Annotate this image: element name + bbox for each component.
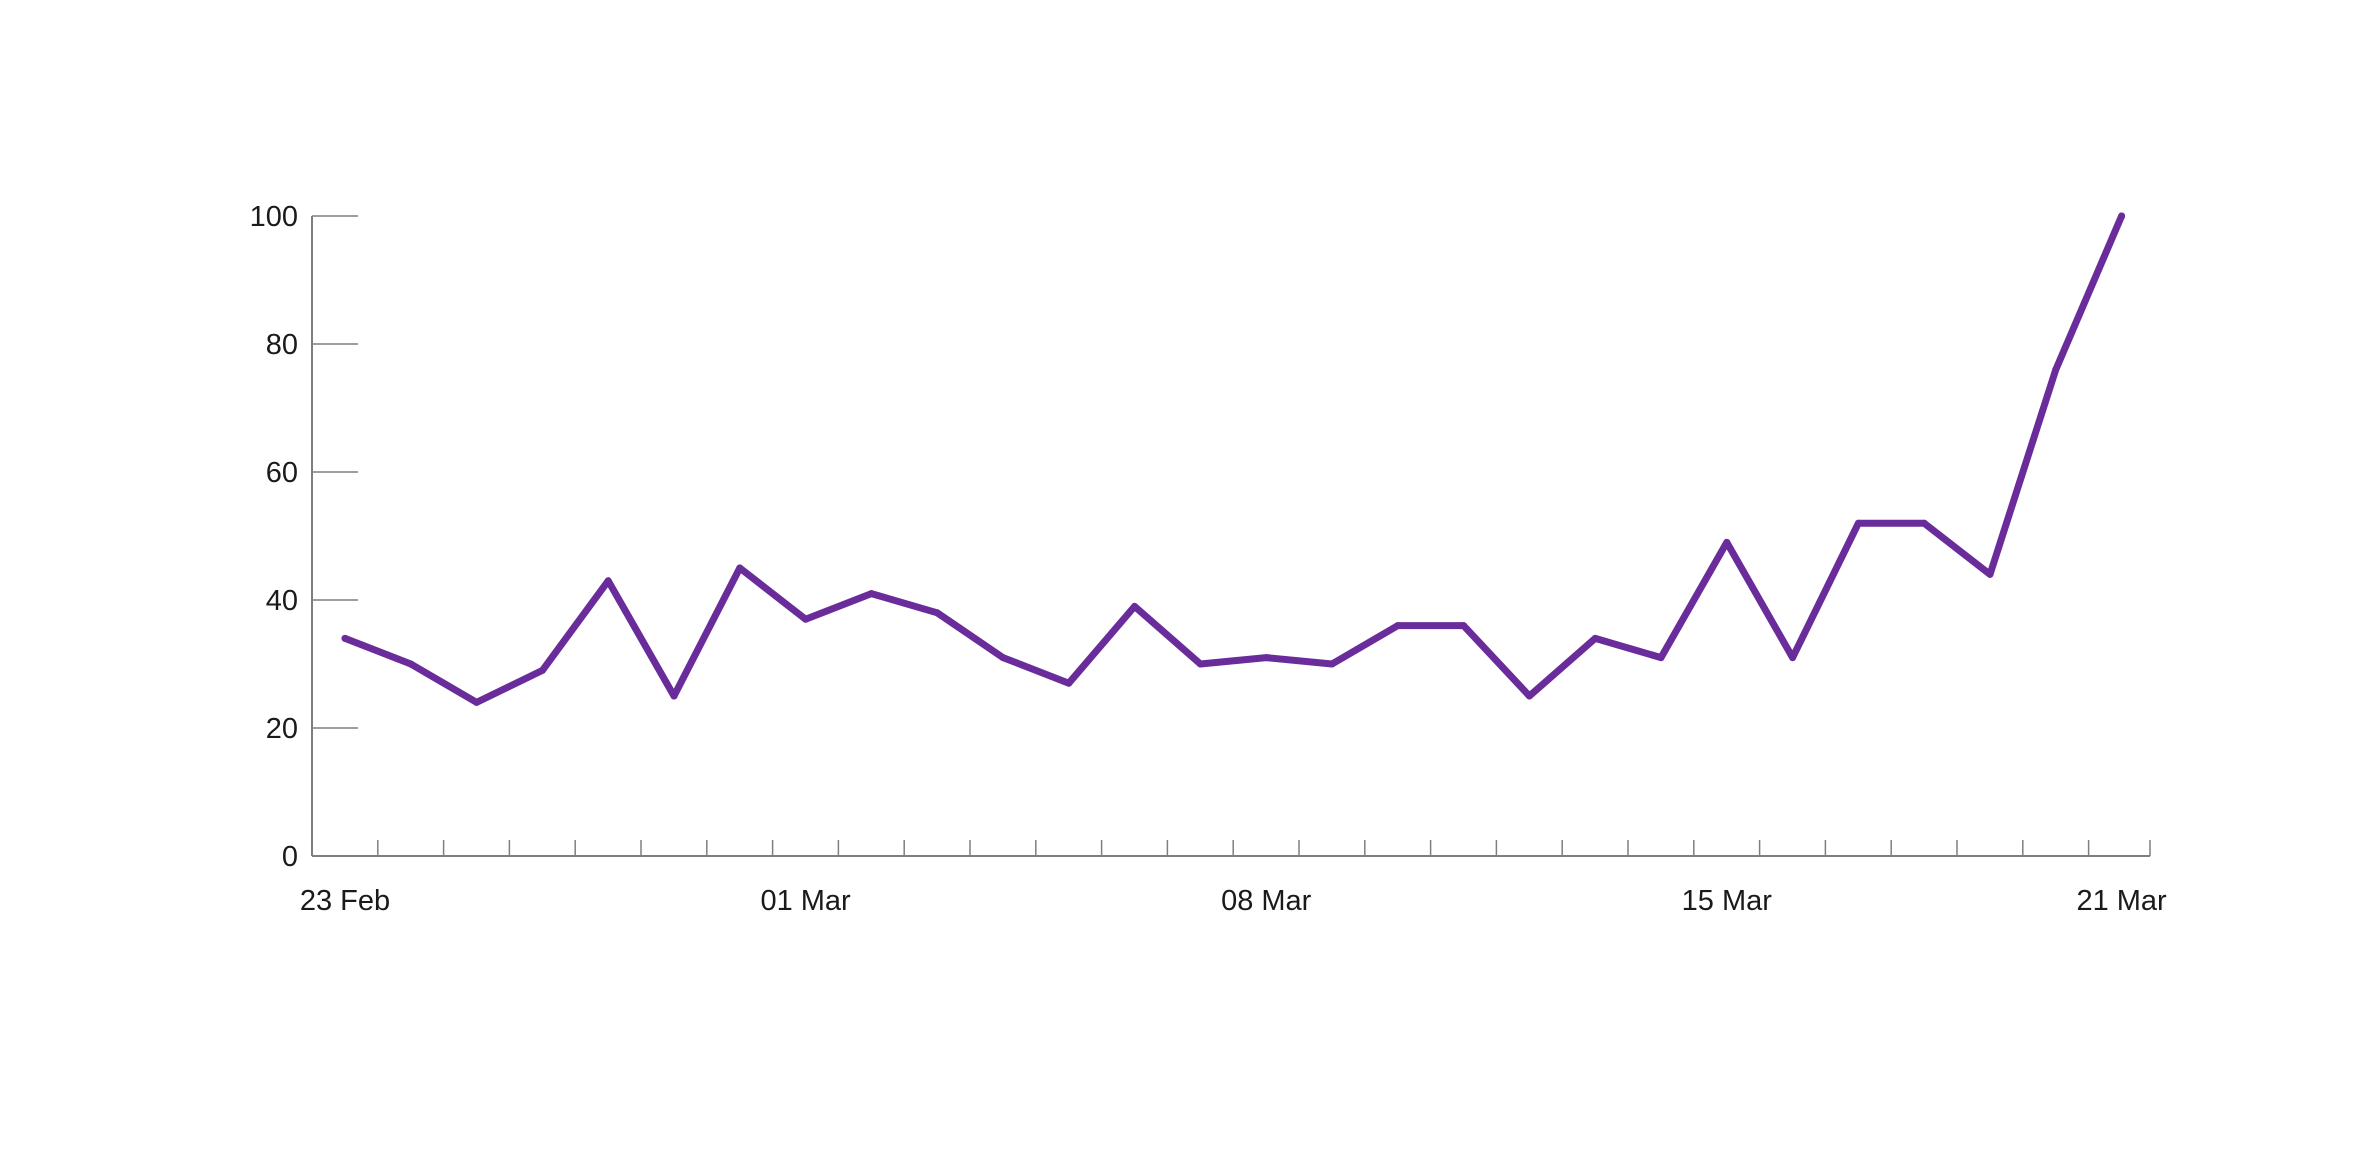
y-tick-label: 40 [266, 585, 298, 617]
y-tick-label: 80 [266, 329, 298, 361]
data-point [1328, 660, 1336, 668]
data-point [1131, 602, 1139, 610]
data-point [1196, 660, 1204, 668]
series-line [341, 212, 2126, 706]
data-point [1657, 654, 1665, 662]
series-group [341, 212, 2126, 706]
data-point [407, 660, 415, 668]
x-tick-label: 23 Feb [300, 885, 390, 917]
data-point [473, 698, 481, 706]
x-tick-label: 08 Mar [1221, 885, 1312, 917]
data-point [1789, 654, 1797, 662]
y-tick-label: 100 [250, 201, 298, 233]
data-point [1854, 519, 1862, 527]
data-point [1460, 622, 1468, 630]
y-axis: 0 20 40 60 80 100 [250, 201, 358, 873]
data-point [1065, 679, 1073, 687]
data-point [933, 609, 941, 617]
data-point [670, 692, 678, 700]
x-tick-label: 01 Mar [760, 885, 851, 917]
data-point [1262, 654, 1270, 662]
x-axis: 23 Feb 01 Mar 08 Mar 15 Mar 21 Mar [300, 840, 2167, 917]
data-point [2052, 366, 2060, 374]
data-point [1525, 692, 1533, 700]
y-tick-label: 20 [266, 713, 298, 745]
data-point [802, 615, 810, 623]
data-point [341, 634, 349, 642]
y-tick-label: 0 [282, 841, 298, 873]
data-point [604, 577, 612, 585]
data-point [736, 564, 744, 572]
data-point [1920, 519, 1928, 527]
x-tick-label: 15 Mar [1682, 885, 1773, 917]
data-point [1723, 538, 1731, 546]
data-point [999, 654, 1007, 662]
data-point [1591, 634, 1599, 642]
data-point [538, 666, 546, 674]
y-tick-label: 60 [266, 457, 298, 489]
data-point [1986, 570, 1994, 578]
data-point [1394, 622, 1402, 630]
x-tick-label: 21 Mar [2076, 885, 2167, 917]
data-points [341, 212, 2126, 706]
data-point [2118, 212, 2126, 220]
data-point [867, 590, 875, 598]
